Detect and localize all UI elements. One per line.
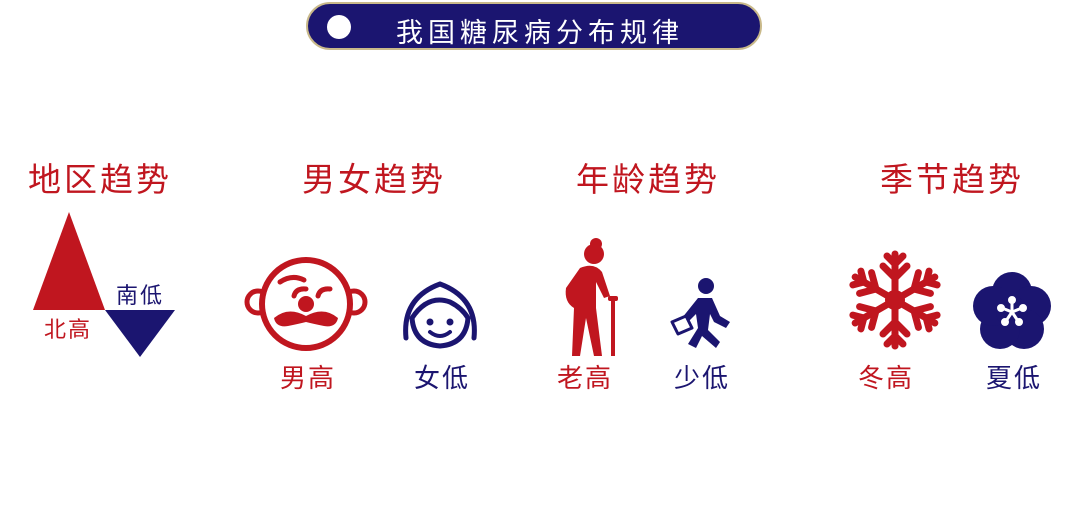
label-winter-high: 冬高 bbox=[858, 364, 915, 394]
label-old-high: 老高 bbox=[557, 364, 614, 394]
section-title-region: 地区趋势 bbox=[28, 160, 172, 199]
label-young-low: 少低 bbox=[674, 364, 731, 394]
bullet-dot-icon bbox=[327, 15, 351, 39]
elderly-person-cane-icon bbox=[565, 238, 618, 356]
label-female-low: 女低 bbox=[414, 364, 471, 394]
label-south-low: 南低 bbox=[116, 284, 165, 309]
label-north-high: 北高 bbox=[44, 318, 93, 343]
running-student-icon bbox=[670, 278, 730, 348]
section-title-age: 年龄趋势 bbox=[576, 160, 720, 199]
page-title: 我国糖尿病分布规律 bbox=[396, 18, 684, 49]
triangle-up-icon bbox=[33, 212, 105, 310]
flower-icon bbox=[973, 272, 1051, 349]
woman-face-icon bbox=[403, 281, 477, 349]
label-male-high: 男高 bbox=[280, 364, 337, 394]
section-title-gender: 男女趋势 bbox=[302, 160, 446, 199]
label-summer-low: 夏低 bbox=[986, 364, 1043, 394]
triangle-down-icon bbox=[105, 310, 175, 357]
snowflake-icon bbox=[848, 250, 942, 350]
section-title-season: 季节趋势 bbox=[880, 160, 1024, 199]
region-triangles-icon bbox=[33, 212, 175, 357]
header-banner: 我国糖尿病分布规律 bbox=[306, 2, 762, 50]
mustache-man-face-icon bbox=[244, 257, 368, 351]
